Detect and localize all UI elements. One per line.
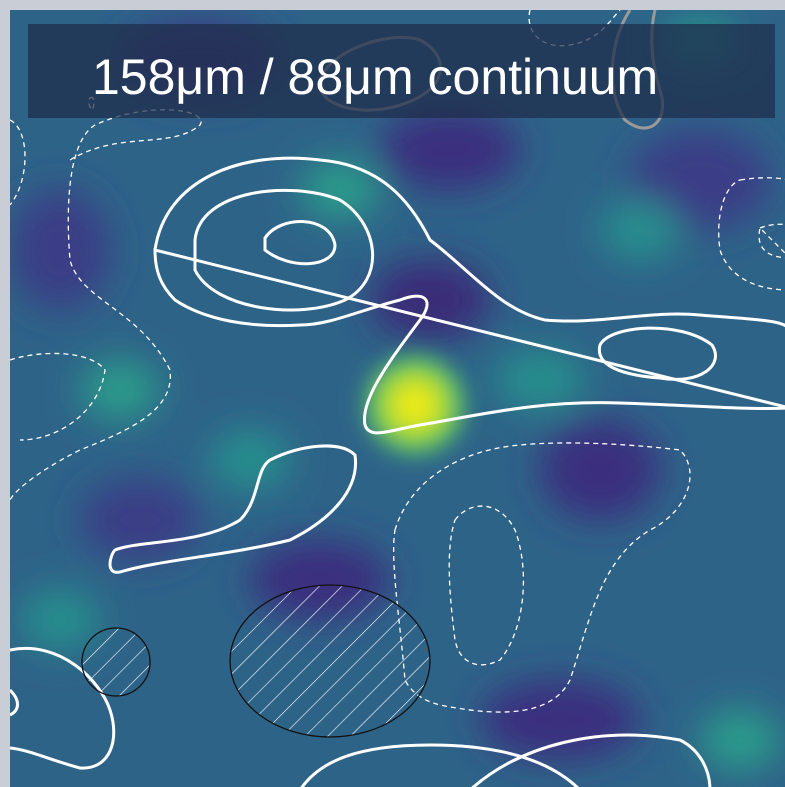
bright-source xyxy=(355,345,475,465)
continuum-map: 158μm / 88μm continuum xyxy=(0,0,785,787)
image: 158μm / 88μm continuum xyxy=(10,10,785,787)
beam-small xyxy=(82,628,150,696)
beam-large xyxy=(230,585,430,737)
title: 158μm / 88μm continuum xyxy=(92,49,658,105)
